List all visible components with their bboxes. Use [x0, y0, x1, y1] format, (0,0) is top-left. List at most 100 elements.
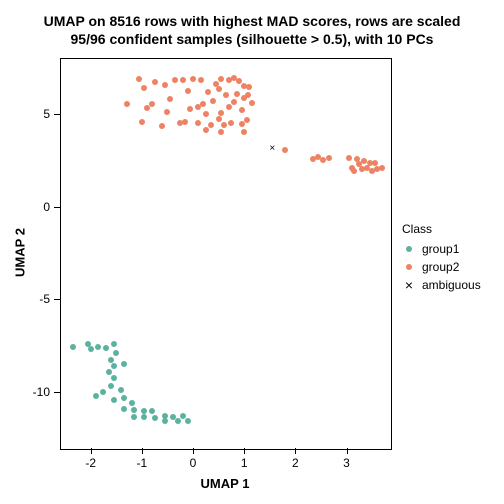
point-group1 [106, 369, 112, 375]
point-group2 [228, 120, 234, 126]
point-group1 [141, 414, 147, 420]
point-group2 [239, 107, 245, 113]
y-tick [54, 114, 60, 115]
point-group2 [152, 79, 158, 85]
point-group1 [121, 406, 127, 412]
point-group2 [180, 77, 186, 83]
point-group2 [164, 109, 170, 115]
point-group2 [246, 84, 252, 90]
point-group2 [218, 110, 224, 116]
y-tick [54, 299, 60, 300]
point-group2 [159, 123, 165, 129]
point-group2 [187, 106, 193, 112]
point-group2 [195, 120, 201, 126]
y-tick [54, 207, 60, 208]
y-axis-label: UMAP 2 [13, 203, 28, 303]
legend-item-ambiguous: × ambiguous [402, 276, 481, 294]
point-group2 [241, 129, 247, 135]
point-group2 [141, 85, 147, 91]
point-group2 [210, 98, 216, 104]
point-group1 [111, 375, 117, 381]
plot-panel [60, 58, 392, 450]
point-group1 [118, 387, 124, 393]
point-group2 [218, 76, 224, 82]
x-tick [347, 448, 348, 454]
point-group2 [346, 155, 352, 161]
point-group1 [103, 345, 109, 351]
point-group1 [113, 350, 119, 356]
x-tick-label: 3 [343, 456, 350, 470]
point-group1 [175, 418, 181, 424]
title-line-2: 95/96 confident samples (silhouette > 0.… [71, 31, 434, 47]
legend-label: ambiguous [422, 278, 481, 292]
point-group2 [372, 160, 378, 166]
point-group2 [172, 77, 178, 83]
point-ambiguous: × [269, 144, 275, 154]
cross-icon: × [402, 278, 416, 292]
point-group1 [108, 357, 114, 363]
point-group1 [70, 344, 76, 350]
point-group2 [200, 101, 206, 107]
y-tick-label: 0 [26, 200, 50, 214]
legend-item-group1: group1 [402, 240, 481, 258]
legend-label: group2 [422, 260, 459, 274]
title-line-1: UMAP on 8516 rows with highest MAD score… [44, 13, 461, 29]
x-tick [244, 448, 245, 454]
umap-figure: UMAP on 8516 rows with highest MAD score… [0, 0, 504, 504]
point-group2 [244, 117, 250, 123]
point-group1 [141, 408, 147, 414]
point-group2 [205, 89, 211, 95]
point-group1 [108, 383, 114, 389]
y-tick [54, 392, 60, 393]
point-group1 [149, 408, 155, 414]
x-tick-label: 0 [190, 456, 197, 470]
x-axis-label: UMAP 1 [60, 476, 390, 491]
point-group2 [379, 165, 385, 171]
point-group2 [326, 155, 332, 161]
point-group2 [208, 122, 214, 128]
point-group2 [221, 122, 227, 128]
point-group2 [198, 77, 204, 83]
legend-title: Class [402, 222, 481, 236]
point-group1 [121, 395, 127, 401]
point-group1 [121, 361, 127, 367]
point-group1 [100, 389, 106, 395]
point-group2 [149, 101, 155, 107]
point-group2 [144, 105, 150, 111]
point-group2 [216, 116, 222, 122]
point-group2 [223, 92, 229, 98]
point-group2 [249, 100, 255, 106]
legend: Class group1 group2 × ambiguous [402, 222, 481, 294]
point-group1 [88, 346, 94, 352]
point-group2 [185, 88, 191, 94]
point-group1 [111, 341, 117, 347]
point-group2 [351, 168, 357, 174]
point-group2 [190, 76, 196, 82]
point-group2 [234, 91, 240, 97]
point-group2 [282, 147, 288, 153]
x-tick-label: -1 [137, 456, 148, 470]
point-group1 [111, 363, 117, 369]
dot-icon [402, 242, 416, 256]
point-group1 [95, 344, 101, 350]
point-group1 [131, 407, 137, 413]
point-group2 [226, 104, 232, 110]
point-group2 [167, 96, 173, 102]
x-tick-label: -2 [85, 456, 96, 470]
point-group2 [218, 129, 224, 135]
x-tick [91, 448, 92, 454]
legend-item-group2: group2 [402, 258, 481, 276]
point-group2 [182, 119, 188, 125]
x-tick [142, 448, 143, 454]
point-group2 [139, 119, 145, 125]
point-group1 [162, 418, 168, 424]
chart-title: UMAP on 8516 rows with highest MAD score… [0, 12, 504, 48]
point-group2 [245, 92, 251, 98]
point-group1 [152, 415, 158, 421]
y-tick-label: -5 [26, 292, 50, 306]
point-group2 [216, 86, 222, 92]
y-tick-label: -10 [26, 385, 50, 399]
point-group1 [111, 397, 117, 403]
point-group1 [131, 414, 137, 420]
point-group1 [129, 400, 135, 406]
